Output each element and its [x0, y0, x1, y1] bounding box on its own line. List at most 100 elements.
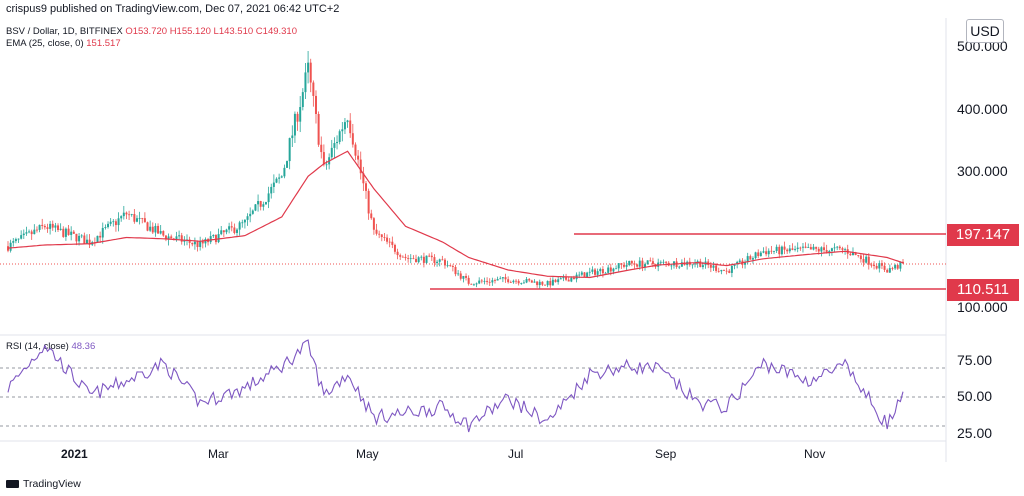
- candle-body: [778, 246, 781, 255]
- candle-body: [180, 235, 183, 242]
- candle-body: [470, 283, 473, 285]
- candle-body: [233, 227, 236, 233]
- candle-body: [178, 235, 181, 237]
- date-tick-nov: Nov: [804, 447, 825, 461]
- candle-body: [175, 236, 178, 240]
- symbol-label[interactable]: BSV / Dollar, 1D, BITFINEX: [6, 26, 123, 37]
- resistance-price-tag: 197.147: [947, 224, 1019, 246]
- candle-body: [572, 277, 575, 280]
- candle-body: [436, 261, 439, 263]
- candle-body: [609, 267, 612, 272]
- candle-body: [801, 246, 804, 248]
- candle-body: [433, 257, 436, 263]
- candle-body: [333, 143, 336, 148]
- candle-body: [262, 204, 265, 207]
- rsi-line: [7, 339, 904, 433]
- close-value: C149.310: [255, 26, 297, 37]
- candle-body: [62, 228, 65, 237]
- candle-body: [475, 283, 478, 285]
- candle-body: [409, 258, 412, 260]
- candle-body: [549, 280, 552, 286]
- candle-body: [128, 214, 131, 216]
- candle-body: [446, 265, 449, 267]
- rsi-label[interactable]: RSI (14, close): [6, 341, 69, 352]
- candle-body: [43, 225, 46, 228]
- candle-body: [380, 234, 383, 238]
- candle-body: [412, 258, 415, 260]
- candle-body: [241, 222, 244, 224]
- candle-body: [143, 218, 146, 223]
- candle-body: [809, 247, 812, 250]
- candle-body: [483, 280, 486, 282]
- candle-body: [365, 183, 367, 191]
- rsi-tick-25: 25.00: [957, 425, 992, 441]
- candle-body: [765, 251, 768, 255]
- candle-body: [275, 178, 278, 183]
- candle-body: [357, 155, 360, 160]
- candle-body: [594, 269, 597, 275]
- candle-body: [75, 233, 78, 242]
- candle-body: [670, 265, 673, 267]
- candle-body: [620, 263, 623, 265]
- price-tick-400: 400.000: [957, 101, 1008, 117]
- candle-body: [101, 227, 104, 238]
- candle-body: [775, 246, 778, 251]
- candle-body: [322, 152, 325, 165]
- candle-body: [422, 256, 425, 263]
- candle-body: [715, 265, 718, 271]
- candle-body: [557, 279, 560, 283]
- candle-body: [309, 62, 312, 83]
- candle-body: [454, 266, 457, 275]
- candle-body: [220, 230, 223, 235]
- candle-body: [257, 201, 260, 205]
- candle-body: [612, 268, 615, 272]
- candle-body: [501, 277, 504, 279]
- candle-body: [536, 281, 539, 286]
- candle-body: [528, 279, 531, 281]
- candle-body: [649, 260, 652, 262]
- currency-button[interactable]: USD: [966, 19, 1004, 43]
- candle-body: [496, 279, 499, 281]
- candle-body: [849, 253, 852, 256]
- candle-body: [604, 272, 607, 274]
- candle-body: [183, 240, 186, 242]
- candle-body: [341, 129, 344, 132]
- candle-body: [878, 263, 881, 269]
- candle-body: [820, 247, 823, 252]
- candle-body: [33, 229, 36, 235]
- candle-body: [120, 216, 123, 219]
- candle-body: [770, 250, 773, 252]
- candle-body: [85, 239, 88, 244]
- date-tick-jul: Jul: [508, 447, 523, 461]
- candle-body: [214, 234, 217, 243]
- candle-body: [586, 272, 589, 278]
- candle-body: [533, 281, 536, 283]
- candle-body: [641, 260, 644, 267]
- candle-body: [320, 144, 323, 153]
- candle-body: [583, 272, 586, 278]
- candle-body: [825, 250, 828, 254]
- candle-body: [283, 167, 286, 177]
- candle-body: [191, 242, 194, 245]
- candle-body: [862, 259, 865, 263]
- candle-body: [299, 107, 302, 122]
- tradingview-footer[interactable]: TradingView: [6, 478, 81, 490]
- candle-body: [196, 241, 199, 247]
- candle-body: [694, 263, 697, 265]
- ema-label[interactable]: EMA (25, close, 0): [6, 38, 84, 49]
- candle-body: [749, 256, 752, 260]
- candle-body: [478, 280, 481, 284]
- candle-body: [480, 280, 483, 282]
- candle-body: [788, 248, 791, 252]
- candle-body: [630, 260, 633, 264]
- rsi-tick-75: 75.00: [957, 352, 992, 368]
- candle-body: [888, 268, 891, 273]
- candle-body: [491, 280, 494, 283]
- candle-body: [467, 277, 470, 284]
- candle-body: [796, 247, 799, 249]
- date-tick-sep: Sep: [655, 447, 677, 461]
- candle-body: [580, 272, 583, 275]
- candle-body: [9, 242, 12, 251]
- candle-body: [449, 265, 452, 267]
